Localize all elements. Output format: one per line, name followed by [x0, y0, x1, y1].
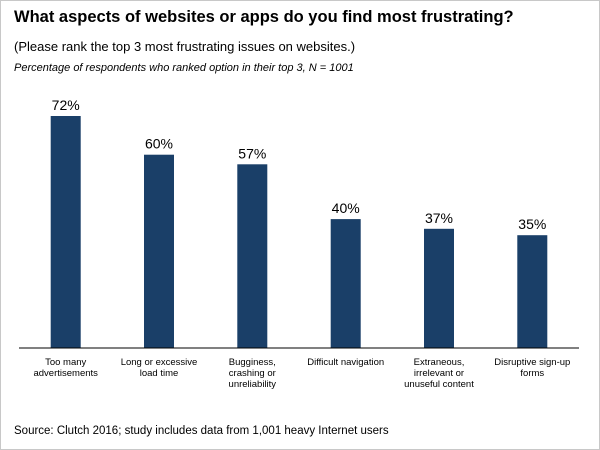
data-label-5: 37%: [425, 210, 453, 226]
chart-subtitle: (Please rank the top 3 most frustrating …: [14, 39, 356, 54]
category-label-3: Bugginess, crashing or unreliability: [229, 357, 277, 390]
bar-1: [50, 116, 81, 348]
category-label-2: Long or excessive load time: [121, 357, 198, 379]
data-label-1: 72%: [52, 97, 80, 113]
bar-5: [424, 228, 454, 348]
category-label-5: Extraneous, irrelevant or unuseful content: [404, 357, 474, 390]
data-label-3: 57%: [238, 145, 266, 161]
bar-2: [144, 154, 174, 348]
chart-source: Source: Clutch 2016; study includes data…: [14, 425, 389, 437]
chart-note: Percentage of respondents who ranked opt…: [14, 62, 354, 74]
category-label-6: Disruptive sign-up forms: [494, 357, 570, 379]
bar-3: [237, 164, 268, 348]
data-label-4: 40%: [332, 200, 360, 216]
bar-4: [330, 219, 361, 348]
chart-title: What aspects of websites or apps do you …: [14, 8, 514, 26]
data-label-6: 35%: [518, 216, 546, 232]
data-label-2: 60%: [145, 136, 173, 152]
category-label-1: Too many advertisements: [33, 357, 98, 379]
category-label-4: Difficult navigation: [307, 357, 384, 368]
bar-6: [517, 235, 548, 348]
